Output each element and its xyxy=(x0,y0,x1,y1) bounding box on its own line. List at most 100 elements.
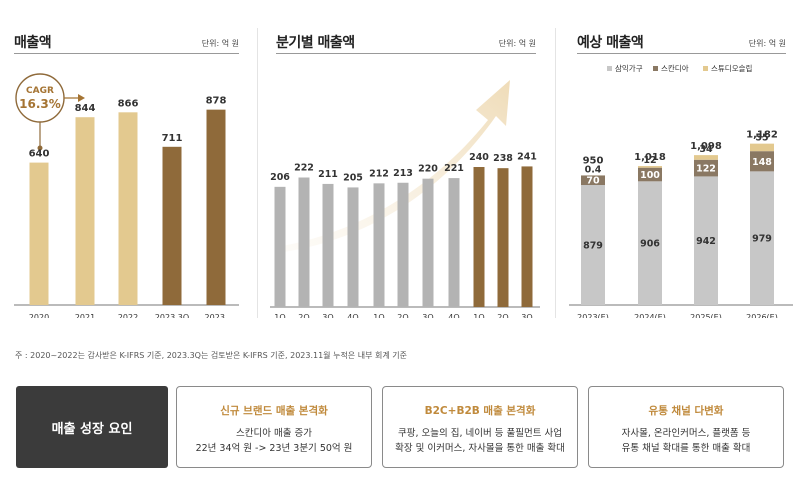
annual-revenue-chart: CAGR 16.3% 640 2020 844 2021 866 2022 711 2023.… xyxy=(14,73,239,318)
cagr-label: CAGR xyxy=(26,86,54,96)
bar-segment xyxy=(638,167,662,182)
segment-value-label: 942 xyxy=(696,236,716,247)
quarter-label: 1Q xyxy=(473,313,484,318)
factor-description: 스칸디아 매출 증가 22년 34억 원 -> 23년 3분기 50억 원 xyxy=(177,426,371,456)
factor-line: 스칸디아 매출 증가 xyxy=(236,428,312,439)
quarterly-title-rule xyxy=(276,53,536,54)
bar-segment xyxy=(694,159,718,177)
bar-segment xyxy=(750,171,774,305)
factor-title: 유통 채널 다변화 xyxy=(648,405,724,417)
bar-segment xyxy=(750,151,774,172)
annual-revenue-title: 매출액 xyxy=(14,35,52,51)
factor-line: 쿠팡, 오늘의 집, 네이버 등 풀필먼트 사업 xyxy=(398,428,562,439)
bar-segment xyxy=(694,176,718,305)
legend-label: 스튜디오슬립 xyxy=(711,64,752,73)
segment-value-label: 979 xyxy=(752,234,772,245)
factor-line: 22년 34억 원 -> 23년 3분기 50억 원 xyxy=(195,443,353,454)
quarter-label: 2Q xyxy=(298,313,309,318)
bar xyxy=(497,168,509,307)
factor-card-b2c-b2b: B2C+B2B 매출 본격화 쿠팡, 오늘의 집, 네이버 등 풀필먼트 사업 … xyxy=(382,386,578,468)
bar-value-label: 866 xyxy=(118,98,139,109)
category-label: 2023.3Q xyxy=(155,313,189,318)
bar-value-label: 220 xyxy=(418,164,438,175)
annual-title-rule xyxy=(14,53,239,54)
bar xyxy=(397,182,409,307)
category-label: 2022 xyxy=(118,313,138,318)
segment-value-label: 70 xyxy=(586,176,600,187)
quarter-label: 3Q xyxy=(521,313,532,318)
legend-label: 스칸디아 xyxy=(661,63,689,73)
factor-line: 자사몰, 온라인커머스, 플랫폼 등 xyxy=(621,428,751,439)
bar-value-label: 640 xyxy=(29,149,50,160)
factor-line: 확장 및 이커머스, 자사몰을 통한 매출 확대 xyxy=(395,443,565,454)
category-label: 2026(E) xyxy=(746,313,778,318)
segment-value-label: 906 xyxy=(640,239,660,250)
panel-divider xyxy=(257,28,258,318)
factor-card-new-brand: 신규 브랜드 매출 본격화 스칸디아 매출 증가 22년 34억 원 -> 23… xyxy=(176,386,372,468)
bar-value-label: 205 xyxy=(343,172,363,183)
bar-value-label: 241 xyxy=(517,151,537,162)
bar xyxy=(322,183,334,307)
bar xyxy=(373,183,385,307)
segment-value-label: 34 xyxy=(699,144,713,155)
bar-value-label: 240 xyxy=(469,152,489,163)
bar xyxy=(473,167,485,307)
bar-segment xyxy=(638,181,662,305)
forecast-revenue-panel: 예상 매출액 단위: 억 원 삼익가구 스칸디아 스튜디오슬립 879 70 0.4 950… xyxy=(563,0,800,318)
segment-value-label: 148 xyxy=(752,157,772,168)
bar xyxy=(75,117,95,306)
segment-value-label: 55 xyxy=(755,133,768,144)
bar-value-label: 213 xyxy=(393,168,413,179)
quarter-label: 4Q xyxy=(347,313,358,318)
total-value-label: 1,182 xyxy=(746,130,778,141)
legend-swatch xyxy=(703,66,708,71)
segment-value-label: 0.4 xyxy=(585,164,602,175)
bar-value-label: 212 xyxy=(369,168,389,179)
cagr-arrow-head-icon xyxy=(78,94,85,102)
bar-value-label: 222 xyxy=(294,163,314,174)
bar-value-label: 211 xyxy=(318,169,338,180)
segment-value-label: 879 xyxy=(583,241,603,252)
cagr-badge: CAGR 16.3% xyxy=(15,73,85,151)
category-label: 2021 xyxy=(75,313,95,318)
bar xyxy=(206,109,226,306)
bar-value-label: 844 xyxy=(75,103,96,114)
bar xyxy=(274,186,286,307)
footnote: 주 : 2020~2022는 감사받은 K-IFRS 기준, 2023.3Q는 … xyxy=(15,351,407,360)
forecast-revenue-unit: 단위: 억 원 xyxy=(748,39,786,48)
bar xyxy=(162,146,182,305)
bar xyxy=(448,178,460,307)
bar xyxy=(298,177,310,307)
bar-value-label: 221 xyxy=(444,163,464,174)
total-value-label: 1,098 xyxy=(690,141,722,152)
bar-value-label: 206 xyxy=(270,172,290,183)
quarter-label: 1Q xyxy=(274,313,285,318)
cagr-value: 16.3% xyxy=(19,97,61,111)
quarterly-revenue-panel: 분기별 매출액 단위: 억 원 206 1Q 222 2Q 211 3Q 205 4Q 212 1… xyxy=(262,0,550,318)
category-label: 2023(E) xyxy=(577,313,609,318)
total-value-label: 950 xyxy=(583,155,604,166)
bar xyxy=(521,166,533,307)
quarter-label: 2Q xyxy=(497,313,508,318)
factor-title: B2C+B2B 매출 본격화 xyxy=(424,405,536,417)
bar-segment xyxy=(581,185,605,305)
bar-value-label: 238 xyxy=(493,153,513,164)
quarter-label: 3Q xyxy=(422,313,433,318)
quarterly-revenue-chart: 206 1Q 222 2Q 211 3Q 205 4Q 212 1Q 213 2Q 220 3Q 221 4Q… xyxy=(270,80,540,318)
category-label: 2025(E) xyxy=(690,313,722,318)
bar-segment xyxy=(750,143,774,152)
legend-label: 삼익가구 xyxy=(615,63,643,73)
segment-value-label: 12 xyxy=(643,155,656,166)
bar-segment xyxy=(638,166,662,168)
bar xyxy=(422,178,434,307)
factor-description: 쿠팡, 오늘의 집, 네이버 등 풀필먼트 사업 확장 및 이커머스, 자사몰을… xyxy=(383,426,577,456)
quarterly-revenue-title: 분기별 매출액 xyxy=(276,35,355,51)
total-value-label: 1,018 xyxy=(634,152,666,163)
factor-line: 유통 채널 확대를 통한 매출 확대 xyxy=(621,443,751,454)
segment-value-label: 100 xyxy=(640,170,660,181)
cagr-leader-dot xyxy=(37,145,43,151)
growth-factors-heading: 매출 성장 요인 xyxy=(16,386,168,468)
legend-swatch xyxy=(653,66,658,71)
bar-value-label: 878 xyxy=(206,96,227,107)
